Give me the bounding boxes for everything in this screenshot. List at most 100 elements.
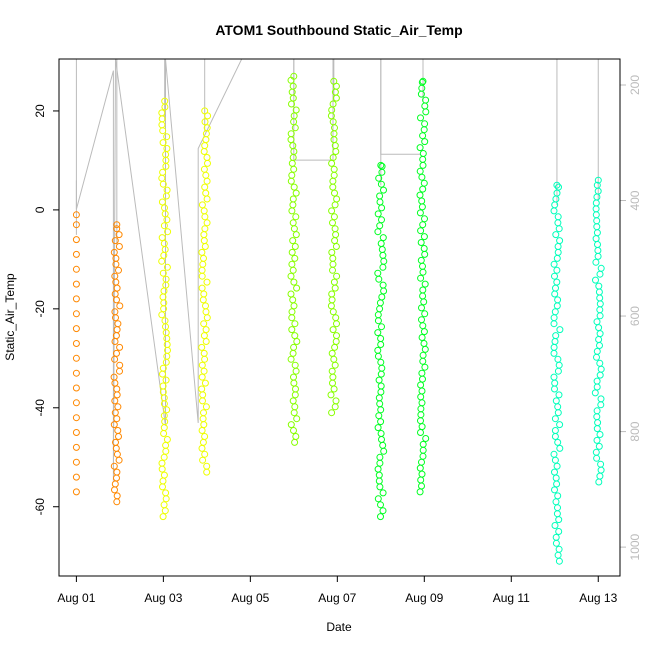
- data-point: [161, 97, 169, 105]
- data-point: [376, 198, 384, 206]
- data-point: [199, 296, 207, 304]
- data-point: [380, 257, 388, 265]
- data-point: [160, 412, 168, 420]
- data-point: [203, 177, 211, 185]
- data-point: [552, 195, 560, 203]
- data-point: [201, 142, 209, 150]
- data-point: [111, 480, 119, 488]
- data-point: [201, 243, 209, 250]
- data-point: [291, 438, 299, 446]
- data-point: [162, 441, 170, 449]
- data-point: [592, 199, 600, 207]
- data-point: [200, 148, 208, 155]
- data-point: [593, 436, 601, 444]
- data-point: [551, 456, 559, 464]
- data-point: [328, 207, 336, 215]
- data-point: [331, 403, 339, 411]
- data-point: [594, 241, 601, 248]
- data-point: [202, 338, 210, 345]
- data-point: [328, 159, 336, 167]
- x-tick-label: Aug 07: [318, 591, 356, 605]
- data-point: [201, 213, 209, 221]
- data-point: [376, 400, 384, 408]
- data-point: [552, 332, 560, 340]
- data-point: [419, 132, 427, 140]
- data-point: [378, 162, 386, 170]
- data-point: [291, 320, 299, 328]
- data-point: [379, 489, 387, 497]
- data-point: [290, 183, 298, 191]
- data-point: [419, 268, 427, 276]
- data-point: [378, 364, 386, 372]
- data-point: [330, 213, 338, 221]
- data-point: [417, 227, 425, 235]
- data-point: [328, 409, 336, 417]
- data-point: [417, 393, 425, 401]
- data-point: [110, 421, 118, 429]
- data-point: [416, 191, 424, 199]
- data-point: [593, 229, 601, 237]
- data-point: [378, 293, 386, 301]
- data-point: [328, 106, 336, 114]
- data-point: [330, 385, 338, 393]
- data-point: [113, 474, 120, 482]
- data-point: [200, 207, 208, 215]
- data-point: [593, 181, 601, 189]
- data-point: [551, 379, 559, 387]
- data-point: [160, 430, 168, 437]
- data-point: [593, 383, 601, 391]
- data-point: [198, 248, 206, 256]
- data-point: [421, 120, 429, 128]
- data-point: [201, 225, 209, 233]
- data-point: [289, 219, 297, 227]
- data-point: [374, 352, 382, 360]
- data-point: [591, 389, 599, 397]
- data-point: [291, 332, 299, 340]
- data-point: [198, 427, 206, 434]
- data-point: [162, 275, 170, 283]
- data-point: [159, 364, 167, 372]
- data-point: [72, 236, 80, 244]
- data-point: [378, 168, 386, 176]
- data-point: [418, 369, 426, 377]
- data-point: [163, 335, 171, 342]
- data-point: [553, 480, 561, 488]
- data-point: [162, 447, 170, 455]
- data-point: [111, 397, 119, 405]
- data-point: [421, 250, 429, 258]
- data-point: [158, 234, 166, 242]
- data-point: [204, 159, 211, 167]
- data-point: [418, 470, 426, 478]
- data-point: [420, 233, 428, 241]
- data-point: [112, 444, 120, 452]
- data-point: [593, 454, 601, 462]
- data-point: [159, 513, 167, 521]
- data-point: [418, 458, 425, 466]
- data-point: [333, 272, 341, 280]
- data-point: [550, 373, 558, 381]
- data-point: [554, 296, 562, 304]
- data-point: [332, 148, 340, 155]
- data-point: [374, 329, 382, 337]
- data-point: [289, 154, 297, 161]
- data-point: [291, 124, 299, 132]
- data-point: [113, 221, 121, 229]
- data-point: [377, 240, 385, 247]
- data-point: [200, 332, 208, 340]
- y-tick-label: -40: [33, 399, 47, 417]
- data-point: [376, 459, 384, 467]
- data-point: [554, 504, 561, 512]
- data-point: [288, 159, 296, 167]
- data-point: [202, 308, 210, 316]
- data-point: [377, 406, 385, 414]
- data-point: [418, 334, 426, 341]
- data-point: [113, 468, 121, 476]
- data-point: [201, 355, 209, 363]
- data-point: [290, 373, 297, 381]
- data-point: [287, 355, 295, 363]
- data-point: [72, 399, 80, 407]
- data-point: [554, 367, 562, 375]
- data-point: [114, 320, 122, 328]
- data-point: [377, 513, 384, 521]
- data-point: [158, 109, 166, 117]
